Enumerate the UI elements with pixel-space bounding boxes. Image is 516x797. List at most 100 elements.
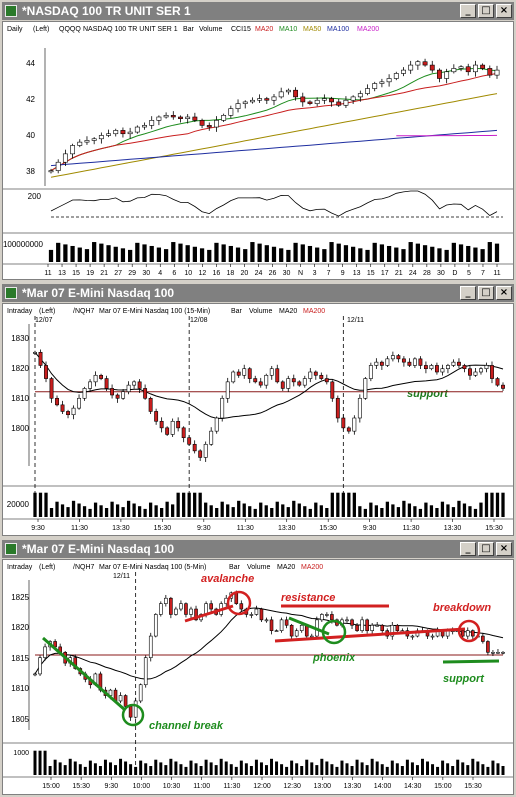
candle-body: [471, 630, 475, 637]
volume-bar: [335, 766, 339, 775]
candle-body: [43, 646, 47, 659]
x-tick-label: 11: [493, 270, 500, 277]
candle-body: [134, 126, 140, 133]
candle-body: [336, 101, 342, 106]
x-tick-label: 19: [86, 270, 94, 277]
volume-bar: [379, 244, 385, 262]
minimize-button[interactable]: _: [460, 542, 476, 556]
volume-bar: [473, 508, 478, 517]
volume-bar: [413, 506, 417, 517]
maximize-button[interactable]: □: [478, 286, 494, 300]
volume-bar: [456, 759, 460, 775]
volume-bar: [365, 249, 370, 262]
avalanche-line: [184, 604, 234, 623]
intraday-5min-chart[interactable]: Intraday (Left) /NQH7 Mar 07 E-Mini Nasd…: [3, 560, 513, 794]
volume-bar: [228, 245, 233, 262]
annotation-support: support: [443, 673, 485, 685]
x-tick-label: 3: [313, 270, 317, 277]
daily-chart[interactable]: Daily (Left) QQQQ NASDAQ 100 TR UNIT SER…: [3, 22, 513, 279]
maximize-button[interactable]: □: [478, 542, 494, 556]
header-ma20: MA20: [255, 26, 273, 33]
volume-bar: [372, 242, 377, 262]
volume-bar: [178, 243, 183, 262]
volume-tick: 100000000: [3, 240, 44, 249]
volume-bar: [336, 243, 341, 262]
volume-bar: [221, 244, 226, 262]
window-title-bar[interactable]: *Mar 07 E-Mini Nasdaq 100 _ □ ×: [2, 284, 514, 302]
candle-body: [284, 619, 289, 626]
candle-body: [264, 98, 270, 101]
price-tick: 44: [26, 59, 35, 68]
volume-bar: [88, 760, 92, 775]
candle-body: [221, 115, 227, 121]
x-tick-label: 9:30: [104, 783, 118, 790]
x-tick-label: 24: [255, 270, 263, 277]
volume-bar: [48, 766, 52, 775]
x-tick-label: 16: [212, 270, 220, 277]
close-button[interactable]: ×: [496, 542, 512, 556]
candle-body: [423, 365, 428, 370]
session-date-label: 12/11: [347, 317, 364, 324]
volume-bar: [270, 758, 274, 775]
header-ma20: MA20: [277, 564, 295, 571]
price-tick: 1810: [11, 684, 29, 693]
header-period: Intraday: [7, 308, 33, 315]
volume-bar: [303, 506, 307, 517]
intraday-15min-chart[interactable]: Intraday (Left) /NQH7 Mar 07 E-Mini Nasd…: [3, 304, 513, 535]
x-tick-label: 9:30: [197, 525, 211, 532]
volume-bar: [424, 502, 428, 517]
candle-body: [308, 371, 313, 379]
header-ma200: MA200: [303, 308, 325, 315]
volume-bar: [264, 765, 268, 775]
price-tick: 1820: [11, 623, 29, 632]
x-tick-label: 30: [142, 270, 150, 277]
candle-body: [330, 614, 334, 621]
volume-bar: [300, 244, 305, 262]
volume-bar: [394, 247, 399, 262]
candle-body: [239, 603, 244, 610]
window-title: *Mar 07 E-Mini Nasdaq 100: [22, 286, 175, 300]
volume-bar: [38, 492, 43, 517]
candle-body: [127, 131, 133, 135]
chart-panel[interactable]: Intraday (Left) /NQH7 Mar 07 E-Mini Nasd…: [2, 559, 514, 795]
x-tick-label: 30: [283, 270, 291, 277]
maximize-button[interactable]: □: [478, 4, 494, 18]
x-tick-label: 15:30: [485, 525, 503, 532]
volume-bar: [174, 761, 178, 775]
volume-bar: [479, 502, 483, 517]
volume-bar: [437, 248, 442, 262]
candle-body: [249, 614, 254, 616]
x-tick-label: 13: [58, 270, 66, 277]
candle-body: [99, 374, 104, 379]
candle-body: [179, 603, 183, 610]
x-tick-label: 10: [184, 270, 192, 277]
volume-bar: [385, 766, 389, 775]
x-tick-label: 9:30: [363, 525, 377, 532]
candle-body: [410, 635, 415, 638]
window-title-bar[interactable]: *Mar 07 E-Mini Nasdaq 100 _ □ ×: [2, 540, 514, 558]
window-title: *NASDAQ 100 TR UNIT SER 1: [22, 4, 191, 18]
channel-break-circle: [121, 703, 145, 727]
chart-panel[interactable]: Intraday (Left) /NQH7 Mar 07 E-Mini Nasd…: [2, 303, 514, 536]
candle-body: [468, 368, 472, 376]
close-button[interactable]: ×: [496, 286, 512, 300]
close-button[interactable]: ×: [496, 4, 512, 18]
price-plot: [44, 48, 503, 262]
volume-bar: [422, 245, 428, 262]
minimize-button[interactable]: _: [460, 4, 476, 18]
volume-bar: [286, 249, 291, 262]
minimize-button[interactable]: _: [460, 286, 476, 300]
x-tick-label: 13:30: [278, 525, 296, 532]
volume-bar: [435, 508, 439, 517]
chart-panel[interactable]: Daily (Left) QQQQ NASDAQ 100 TR UNIT SER…: [2, 21, 514, 280]
header-name: Mar 07 E-Mini Nasdaq 100 (15-Min): [99, 308, 210, 315]
candle-body: [148, 397, 153, 412]
volume-bar: [134, 766, 138, 775]
volume-bar: [135, 242, 140, 262]
volume-bar: [429, 505, 434, 517]
x-tick-label: 17: [381, 270, 389, 277]
candle-body: [368, 365, 373, 379]
window-title-bar[interactable]: *NASDAQ 100 TR UNIT SER 1 _ □ ×: [2, 2, 514, 20]
volume-bar: [171, 504, 175, 517]
ma50-line: [50, 93, 498, 178]
